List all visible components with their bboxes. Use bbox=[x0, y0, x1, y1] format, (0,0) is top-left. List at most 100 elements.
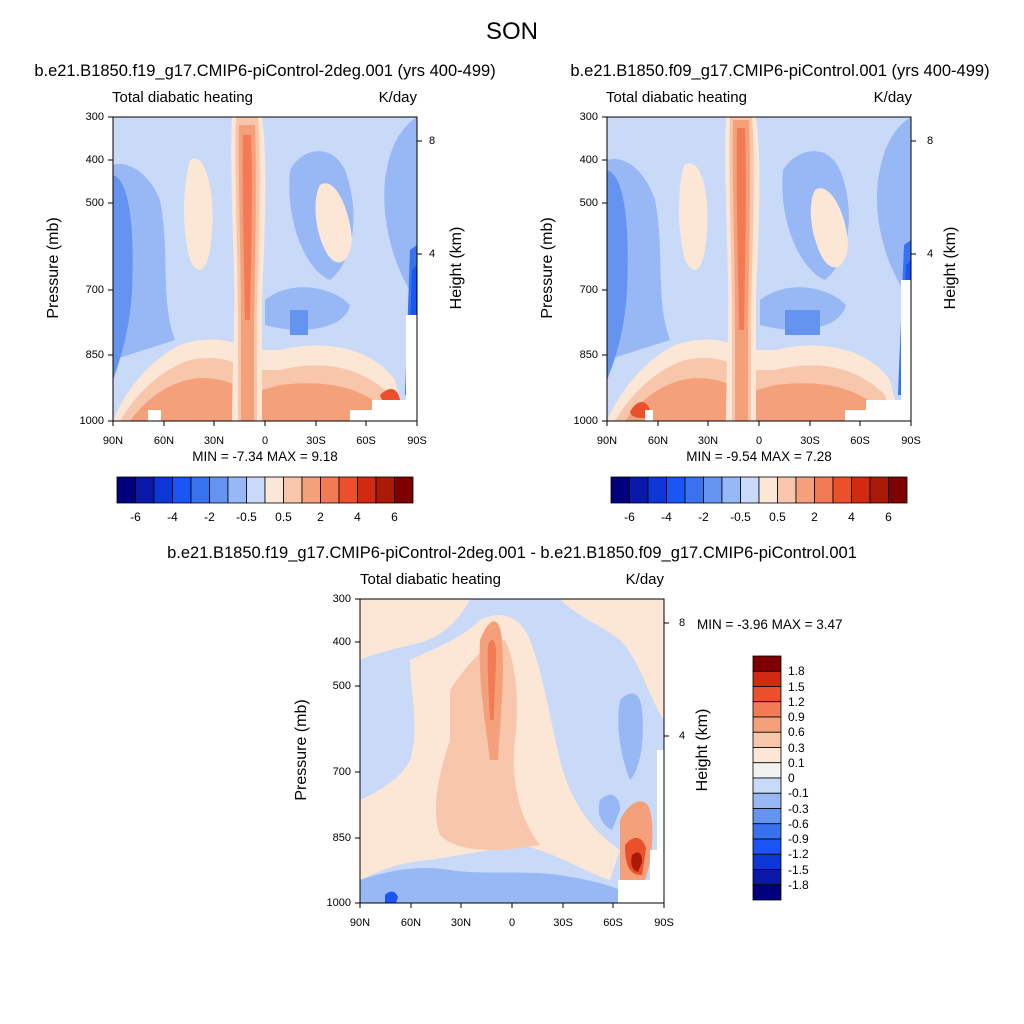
panel-2-right-header: K/day bbox=[873, 89, 912, 106]
panel-1-rtick-8: 8 bbox=[428, 135, 436, 147]
colorbar-label: -6 bbox=[130, 510, 141, 524]
colorbar-label: 0.5 bbox=[275, 510, 292, 524]
panel-3-ytick-400: 400 bbox=[332, 636, 351, 648]
panel-2-xtick-60n: 60N bbox=[647, 435, 669, 447]
colorbar-label: 6 bbox=[885, 510, 892, 524]
panel-1-xtick-60s: 60S bbox=[356, 435, 376, 447]
colorbar-swatch bbox=[752, 792, 782, 809]
colorbar-swatch bbox=[752, 762, 782, 779]
panel-1-xtick-0: 0 bbox=[261, 435, 269, 447]
panel-3-left-header: Total diabatic heating bbox=[360, 571, 501, 588]
colorbar-label: 6 bbox=[391, 510, 398, 524]
panel-1-left-header: Total diabatic heating bbox=[112, 89, 253, 106]
panel-2-xtick-90s: 90S bbox=[901, 435, 921, 447]
panel-2-ytick-850: 850 bbox=[579, 349, 598, 361]
colorbar-label: -0.6 bbox=[788, 816, 809, 831]
panel-2-rtick-8: 8 bbox=[926, 135, 934, 147]
colorbar-swatch bbox=[752, 823, 782, 840]
panel-3-rtick-4: 4 bbox=[678, 730, 686, 742]
panel-2-xtick-30n: 30N bbox=[697, 435, 719, 447]
panel-3-xtick-60s: 60S bbox=[603, 917, 623, 929]
panel-3-rtick-8: 8 bbox=[678, 617, 686, 629]
colorbar-label: 0.3 bbox=[788, 740, 805, 755]
colorbar-label: 1.8 bbox=[788, 664, 805, 679]
colorbar-label: 0.6 bbox=[788, 725, 805, 740]
panel-2-ytick-300: 300 bbox=[579, 111, 598, 123]
colorbar-label: -0.3 bbox=[788, 801, 809, 816]
panel-1-stats: MIN = -7.34 MAX = 9.18 bbox=[192, 449, 338, 464]
panel-3-xtick-60n: 60N bbox=[400, 917, 422, 929]
panel-1-ytick-850: 850 bbox=[85, 349, 104, 361]
colorbar-swatch bbox=[752, 716, 782, 733]
panel-3-xtick-90n: 90N bbox=[349, 917, 371, 929]
panel-2-xtick-0: 0 bbox=[755, 435, 763, 447]
panel-1-right-header: K/day bbox=[378, 89, 417, 106]
panel-1-ytick-1000: 1000 bbox=[79, 415, 104, 427]
colorbar-label: 4 bbox=[354, 510, 361, 524]
panel-3-ticks bbox=[355, 598, 669, 908]
panel-3-ytick-300: 300 bbox=[332, 593, 351, 605]
panel-1-ticks bbox=[108, 116, 422, 426]
panel-3-stats: MIN = -3.96 MAX = 3.47 bbox=[697, 617, 843, 632]
panel-3-right-header: K/day bbox=[625, 571, 664, 588]
colorbar-label: 2 bbox=[811, 510, 818, 524]
panel-1-colorbar bbox=[116, 476, 414, 504]
panel-2-ticks bbox=[602, 116, 916, 426]
panel-1-ytick-500: 500 bbox=[85, 197, 104, 209]
panel-3-xtick-0: 0 bbox=[508, 917, 516, 929]
colorbar-swatch bbox=[752, 701, 782, 718]
panel-2-xtick-30s: 30S bbox=[800, 435, 820, 447]
colorbar-swatch bbox=[752, 731, 782, 748]
panel-3-ytick-1000: 1000 bbox=[326, 897, 351, 909]
colorbar-label: -1.5 bbox=[788, 862, 809, 877]
panel-3-title: b.e21.B1850.f19_g17.CMIP6-piControl-2deg… bbox=[167, 544, 857, 562]
panel-2-rtick-4: 4 bbox=[926, 248, 934, 260]
panel-2-ytick-400: 400 bbox=[579, 154, 598, 166]
colorbar-swatch bbox=[752, 808, 782, 825]
colorbar-label: 4 bbox=[848, 510, 855, 524]
colorbar-label: -6 bbox=[624, 510, 635, 524]
colorbar-label: -2 bbox=[698, 510, 709, 524]
panel-2-ytick-1000: 1000 bbox=[573, 415, 598, 427]
panel-3-ytick-700: 700 bbox=[332, 766, 351, 778]
colorbar-label: 2 bbox=[317, 510, 324, 524]
panel-2-ytick-700: 700 bbox=[579, 284, 598, 296]
panel-1-xtick-90s: 90S bbox=[407, 435, 427, 447]
colorbar-label: -0.5 bbox=[730, 510, 751, 524]
colorbar-label: -4 bbox=[661, 510, 672, 524]
panel-3-xtick-90s: 90S bbox=[654, 917, 674, 929]
colorbar-label: 0.5 bbox=[769, 510, 786, 524]
colorbar-label: 1.5 bbox=[788, 679, 805, 694]
panel-1-xtick-90n: 90N bbox=[102, 435, 124, 447]
panel-3-field bbox=[360, 599, 664, 903]
panel-1-field bbox=[113, 117, 417, 421]
panel-2-field bbox=[607, 117, 911, 421]
colorbar-label: -4 bbox=[167, 510, 178, 524]
colorbar-label: -0.1 bbox=[788, 786, 809, 801]
panel-3-xtick-30n: 30N bbox=[450, 917, 472, 929]
panel-3-xtick-30s: 30S bbox=[553, 917, 573, 929]
panel-2-plot bbox=[602, 116, 916, 426]
colorbar-label: 0.9 bbox=[788, 710, 805, 724]
panel-2-title: b.e21.B1850.f09_g17.CMIP6-piControl.001 … bbox=[570, 62, 990, 80]
colorbar-swatch bbox=[752, 655, 782, 672]
panel-2-xtick-90n: 90N bbox=[596, 435, 618, 447]
colorbar-label: -0.9 bbox=[788, 832, 809, 846]
panel-1-xtick-30n: 30N bbox=[203, 435, 225, 447]
panel-2-xtick-60s: 60S bbox=[850, 435, 870, 447]
panel-3-ytick-850: 850 bbox=[332, 832, 351, 844]
panel-2-colorbar bbox=[610, 476, 908, 504]
colorbar-swatch bbox=[752, 884, 782, 901]
colorbar-swatch bbox=[752, 670, 782, 687]
panel-1-ytick-400: 400 bbox=[85, 154, 104, 166]
panel-1-ytick-700: 700 bbox=[85, 284, 104, 296]
panel-2-left-header: Total diabatic heating bbox=[606, 89, 747, 106]
colorbar-label: -1.8 bbox=[788, 877, 809, 892]
colorbar-label: 0 bbox=[788, 771, 795, 785]
figure-title: SON bbox=[485, 18, 538, 45]
panel-1-plot bbox=[108, 116, 422, 426]
colorbar-label: 0.1 bbox=[788, 755, 805, 770]
colorbar-swatch bbox=[394, 476, 414, 504]
colorbar-label: -1.2 bbox=[788, 847, 809, 862]
